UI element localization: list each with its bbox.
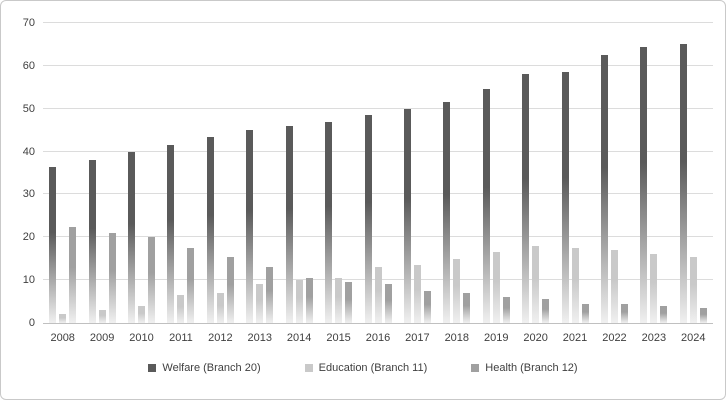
- x-tick-label: 2011: [169, 332, 193, 344]
- plot-area: [43, 22, 713, 324]
- bar-welfare: [403, 108, 411, 323]
- bar-education: [256, 284, 264, 323]
- bar-education: [216, 293, 224, 323]
- bar-education: [138, 305, 146, 323]
- bar-education: [492, 252, 500, 323]
- x-tick-label: 2022: [602, 332, 627, 344]
- bar-welfare: [128, 151, 136, 323]
- x-tick-label: 2008: [50, 332, 75, 344]
- gridline: [43, 22, 713, 23]
- x-tick-label: 2019: [483, 332, 509, 344]
- legend-swatch-health: [471, 364, 480, 372]
- bar-welfare: [522, 74, 530, 323]
- x-tick-label: 2021: [562, 332, 588, 344]
- legend-label-education: Education (Branch 11): [318, 362, 428, 374]
- bar-health: [345, 282, 353, 323]
- bar-education: [413, 265, 421, 323]
- x-tick-label: 2014: [286, 332, 312, 344]
- bar-welfare: [206, 136, 214, 323]
- bar-education: [98, 310, 106, 323]
- bar-health: [463, 293, 471, 323]
- bar-health: [502, 297, 510, 323]
- bar-education: [335, 278, 343, 323]
- bar-health: [699, 308, 707, 323]
- y-tick-label: 10: [22, 274, 35, 287]
- bar-welfare: [285, 125, 293, 323]
- x-tick-label: 2023: [641, 332, 667, 344]
- legend-item-health: Health (Branch 12): [471, 362, 578, 374]
- bar-health: [226, 256, 234, 323]
- y-tick-label: 20: [22, 231, 35, 244]
- bar-education: [374, 267, 382, 323]
- bar-welfare: [561, 72, 569, 323]
- legend-item-welfare: Welfare (Branch 20): [148, 362, 261, 374]
- x-tick-label: 2017: [405, 332, 430, 344]
- bar-health: [148, 237, 156, 323]
- x-tick-label: 2013: [247, 332, 272, 344]
- bar-education: [689, 256, 697, 323]
- bar-welfare: [443, 102, 451, 323]
- bar-welfare: [167, 145, 175, 323]
- y-tick-label: 70: [22, 17, 35, 29]
- x-tick-label: 2018: [444, 332, 470, 344]
- bar-education: [295, 280, 303, 323]
- x-tick-label: 2012: [208, 332, 233, 344]
- bar-welfare: [482, 89, 490, 323]
- legend: Welfare (Branch 20) Education (Branch 11)…: [1, 362, 725, 374]
- gridline: [43, 150, 713, 152]
- bar-health: [69, 226, 77, 323]
- bar-education: [453, 258, 461, 323]
- gridline: [43, 193, 713, 195]
- bar-health: [108, 233, 116, 323]
- y-tick-label: 50: [22, 102, 35, 115]
- bar-education: [532, 245, 540, 323]
- bar-welfare: [325, 121, 333, 323]
- bar-welfare: [640, 46, 648, 323]
- x-tick-label: 2016: [365, 332, 391, 344]
- bar-health: [620, 303, 628, 323]
- bar-welfare: [88, 160, 96, 323]
- gridline: [43, 64, 713, 66]
- legend-item-education: Education (Branch 11): [304, 362, 428, 374]
- bar-welfare: [364, 115, 372, 323]
- legend-swatch-education: [304, 364, 313, 372]
- y-tick-label: 40: [22, 145, 35, 158]
- x-tick-label: 2009: [89, 332, 115, 344]
- bar-education: [571, 248, 579, 323]
- bar-health: [187, 248, 195, 323]
- x-tick-label: 2015: [326, 332, 351, 344]
- gridline: [43, 236, 713, 238]
- bar-education: [610, 250, 618, 323]
- bar-health: [423, 290, 431, 323]
- x-tick-label: 2020: [523, 332, 548, 344]
- bar-education: [59, 314, 67, 323]
- bar-welfare: [49, 166, 57, 323]
- x-tick-label: 2024: [681, 332, 706, 344]
- bar-health: [305, 278, 313, 323]
- legend-label-health: Health (Branch 12): [485, 362, 578, 374]
- bar-health: [542, 299, 550, 323]
- bar-education: [650, 254, 658, 323]
- bar-welfare: [679, 44, 687, 323]
- bar-health: [660, 305, 668, 323]
- bar-welfare: [600, 55, 608, 323]
- x-tick-label: 2010: [129, 332, 154, 344]
- bar-health: [581, 303, 589, 323]
- y-tick-label: 0: [28, 317, 35, 329]
- gridline: [43, 107, 713, 109]
- bar-health: [266, 267, 274, 323]
- y-tick-label: 30: [22, 188, 35, 201]
- bar-welfare: [246, 130, 254, 323]
- bar-health: [384, 284, 392, 323]
- legend-label-welfare: Welfare (Branch 20): [162, 362, 261, 374]
- bar-education: [177, 295, 185, 323]
- y-tick-label: 60: [22, 59, 35, 72]
- legend-swatch-welfare: [148, 364, 157, 372]
